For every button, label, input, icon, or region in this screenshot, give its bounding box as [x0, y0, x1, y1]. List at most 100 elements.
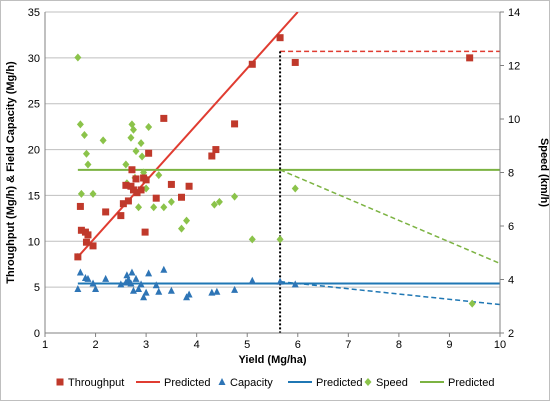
x-tick-label: 7	[345, 339, 351, 351]
speed-point	[132, 147, 140, 156]
data-points	[74, 34, 476, 308]
throughput-point	[133, 189, 141, 197]
capacity-point	[142, 288, 150, 296]
x-tick-label: 8	[396, 339, 402, 351]
legend: Throughput Predicted Capacity Predicted Spee…	[56, 377, 494, 389]
legend-diamond-swatch	[364, 378, 372, 386]
throughput-point	[102, 208, 110, 216]
speed-point	[215, 197, 223, 206]
capacity-point	[208, 288, 216, 296]
speed-point	[160, 203, 168, 212]
speed-point	[80, 131, 88, 140]
throughput-point	[76, 202, 84, 210]
speed-point	[276, 235, 284, 244]
throughput-point	[119, 200, 127, 208]
throughput-point	[132, 175, 140, 183]
capacity-point	[129, 286, 137, 294]
speed-point	[74, 53, 82, 62]
speed-point	[291, 184, 299, 193]
x-axis-title: Yield (Mg/ha)	[238, 354, 306, 366]
speed-point	[82, 149, 90, 158]
throughput-point	[137, 186, 145, 194]
throughput-point	[466, 54, 474, 62]
x-tick-label: 10	[494, 339, 506, 351]
throughput-point	[231, 120, 239, 128]
y-tick-label: 0	[34, 328, 40, 340]
y-axis-title: Throughput (Mg/h) & Field Capacity (Mg/h…	[5, 61, 17, 284]
capacity-point	[76, 268, 84, 276]
speed-extension-line	[279, 169, 500, 265]
y-tick-label: 20	[28, 145, 40, 157]
capacity-point	[185, 290, 193, 298]
capacity-point	[213, 287, 221, 295]
speed-point	[178, 224, 185, 233]
throughput-point	[77, 226, 85, 234]
capacity-point	[291, 280, 299, 288]
capacity-point	[92, 284, 100, 292]
throughput-point	[185, 182, 193, 190]
capacity-extension-line	[280, 280, 500, 306]
capacity-point	[231, 285, 239, 293]
x-tick-label: 2	[92, 339, 98, 351]
throughput-point	[122, 181, 130, 189]
y2-tick-label: 14	[508, 7, 520, 19]
throughput-point	[212, 146, 220, 154]
capacity-point	[276, 277, 284, 285]
throughput-point	[127, 182, 135, 190]
y2-tick-label: 12	[508, 61, 520, 73]
legend-label: Speed	[376, 377, 408, 389]
speed-point	[135, 203, 143, 212]
throughput-point	[117, 212, 125, 220]
capacity-point	[140, 293, 148, 301]
y2-tick-label: 2	[508, 328, 514, 340]
capacity-point	[135, 284, 143, 292]
y2-tick-label: 4	[508, 275, 514, 287]
capacity-point	[84, 274, 92, 282]
legend-triangle-swatch	[218, 378, 226, 385]
throughput-point	[276, 34, 284, 42]
speed-point	[137, 139, 145, 148]
speed-point	[128, 120, 136, 129]
speed-point	[84, 160, 92, 169]
y2-tick-label: 8	[508, 168, 514, 180]
speed-point	[76, 120, 84, 129]
gridlines	[45, 11, 500, 334]
y2-axis-title: Speed (km/h)	[538, 138, 550, 207]
throughput-point	[291, 58, 299, 66]
legend-label: Throughput	[68, 377, 124, 389]
speed-point	[210, 200, 218, 209]
speed-point	[167, 197, 175, 206]
throughput-point	[82, 238, 90, 246]
throughput-point	[74, 253, 82, 261]
x-tick-label: 6	[295, 339, 301, 351]
speed-point	[89, 189, 97, 198]
capacity-point	[160, 265, 168, 273]
y-tick-label: 5	[34, 282, 40, 294]
legend-label: Predicted	[448, 377, 494, 389]
capacity-point	[155, 287, 163, 295]
speed-point	[155, 171, 163, 180]
throughput-point	[248, 60, 256, 68]
x-tick-label: 9	[446, 339, 452, 351]
throughput-point	[89, 242, 97, 250]
y2-tick-label: 6	[508, 221, 514, 233]
capacity-point	[89, 279, 97, 287]
capacity-point	[102, 274, 110, 282]
throughput-point	[178, 193, 185, 201]
throughput-point	[160, 114, 168, 122]
speed-point	[140, 168, 148, 177]
throughput-point	[129, 186, 137, 194]
capacity-point	[74, 284, 82, 292]
capacity-point	[145, 269, 153, 277]
capacity-point	[117, 280, 125, 288]
x-tick-label: 5	[244, 339, 250, 351]
capacity-point	[128, 268, 136, 276]
speed-point	[183, 216, 191, 225]
x-tick-label: 3	[143, 339, 149, 351]
speed-point	[248, 235, 256, 244]
throughput-point	[152, 194, 160, 202]
speed-point	[129, 125, 137, 134]
capacity-point	[132, 274, 140, 282]
